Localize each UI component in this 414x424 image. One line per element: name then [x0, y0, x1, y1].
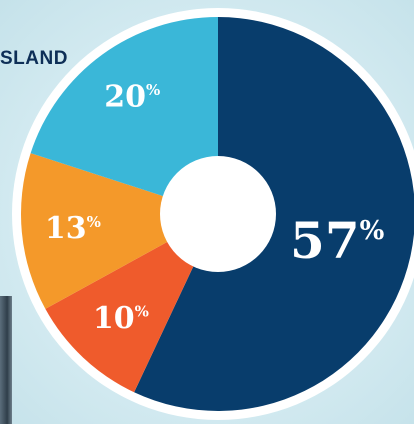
pie-slice-10 [45, 214, 219, 393]
pie-slice-13 [20, 153, 218, 309]
chart-center-hole [160, 156, 276, 272]
pie-slice-20 [30, 17, 218, 214]
section-title-fragment: SLAND [0, 48, 68, 69]
photo-edge [0, 296, 12, 424]
